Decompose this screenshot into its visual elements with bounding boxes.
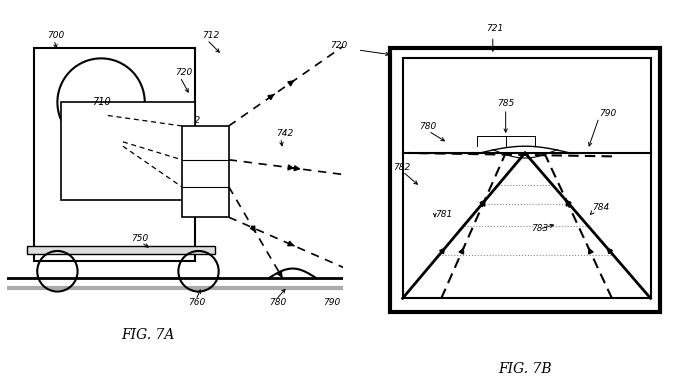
Text: 720: 720 — [175, 68, 192, 77]
Bar — [27, 246, 216, 254]
Text: 780: 780 — [269, 298, 286, 307]
Text: 783: 783 — [531, 224, 549, 233]
Text: 760: 760 — [188, 298, 206, 307]
Text: 710: 710 — [92, 97, 111, 107]
Text: 721: 721 — [486, 24, 503, 33]
Text: 790: 790 — [599, 109, 616, 118]
Bar — [402, 58, 650, 298]
Bar — [61, 102, 195, 200]
Text: 750: 750 — [132, 234, 148, 243]
Bar — [34, 48, 195, 261]
Text: 732: 732 — [183, 116, 201, 124]
Text: 700: 700 — [48, 31, 64, 40]
Text: FIG. 7A: FIG. 7A — [121, 328, 175, 342]
Bar — [390, 48, 660, 312]
Text: 784: 784 — [593, 204, 610, 212]
Text: FIG. 7B: FIG. 7B — [498, 362, 552, 376]
Text: 720: 720 — [330, 41, 348, 50]
Text: 730: 730 — [183, 146, 201, 155]
Text: 740: 740 — [183, 176, 201, 185]
Bar — [182, 126, 229, 217]
Text: 712: 712 — [202, 31, 219, 40]
Text: 782: 782 — [393, 163, 410, 172]
Text: 790: 790 — [323, 298, 340, 307]
Text: 785: 785 — [497, 99, 514, 108]
Text: 781: 781 — [435, 210, 452, 219]
Text: 742: 742 — [276, 129, 293, 138]
Text: 780: 780 — [419, 122, 436, 131]
